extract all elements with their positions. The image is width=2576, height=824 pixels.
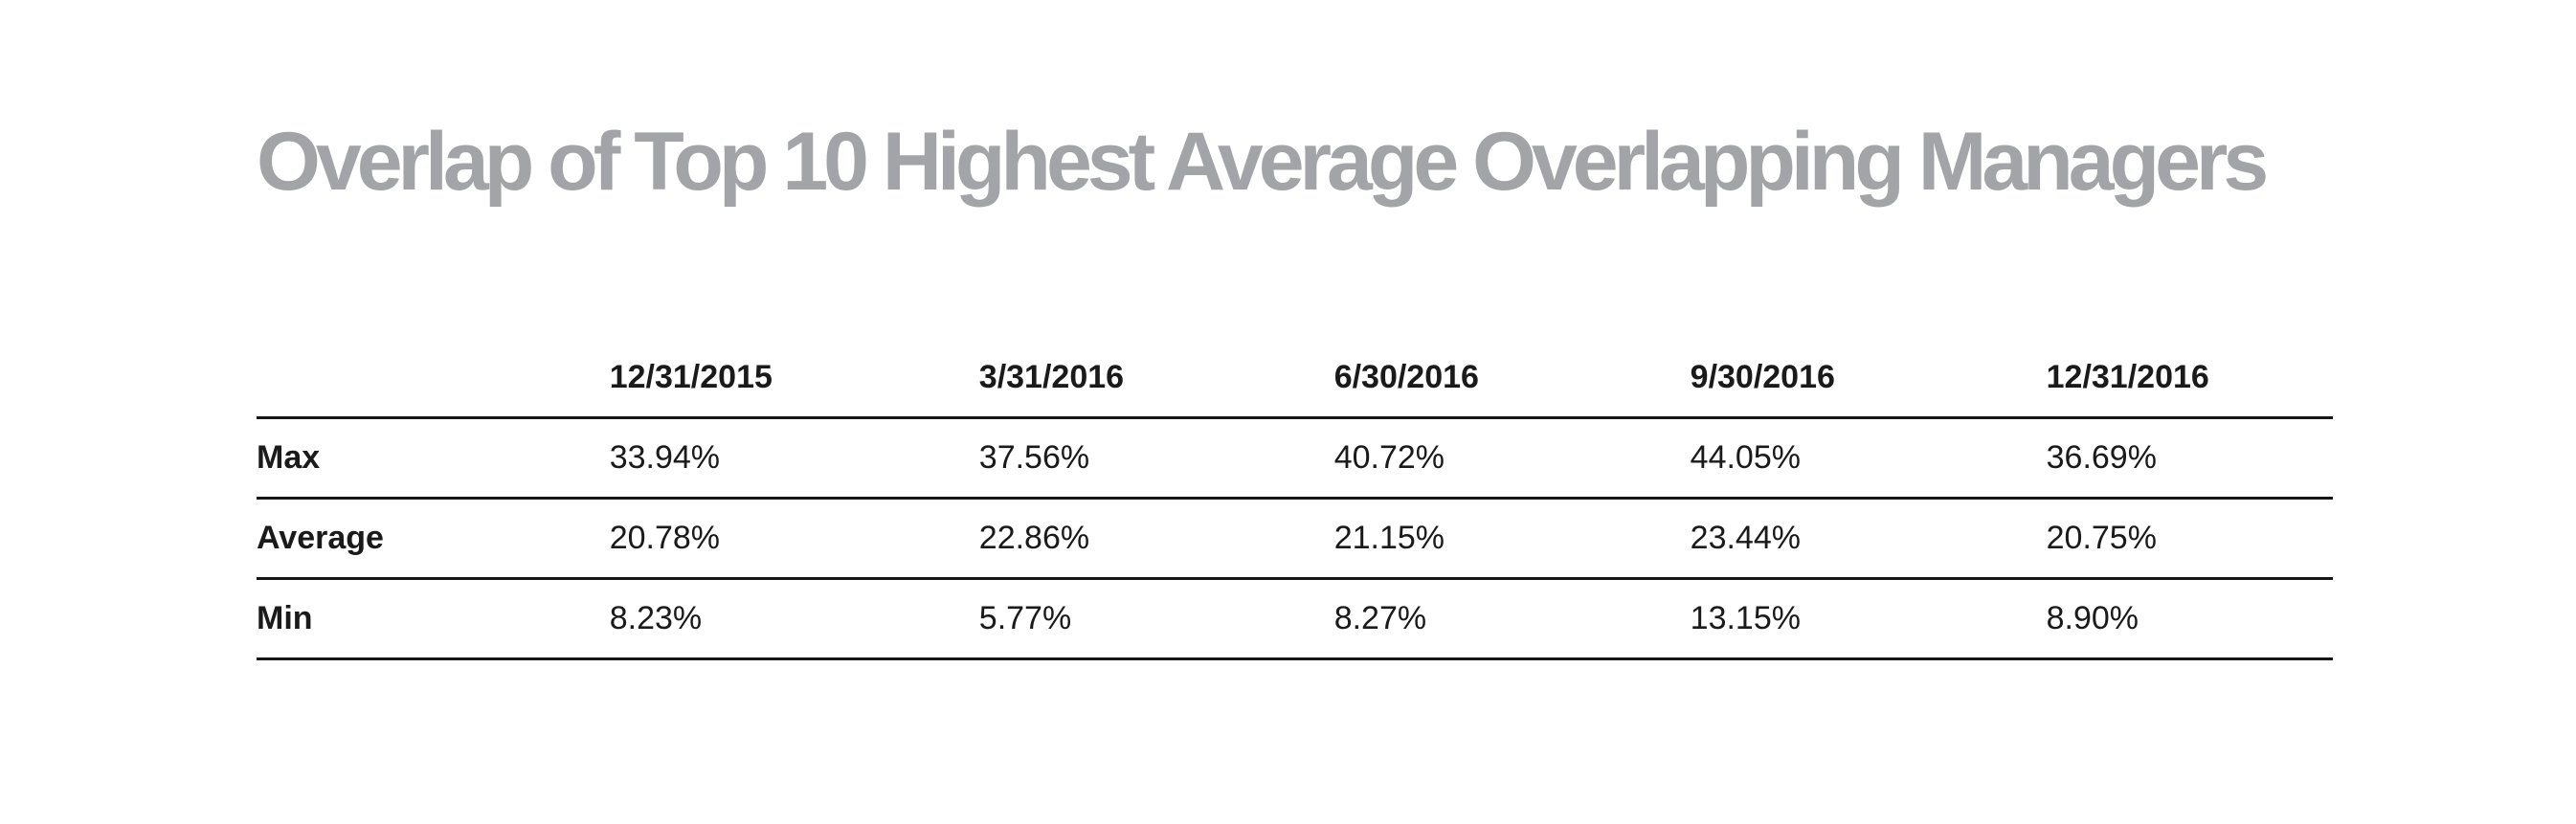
row-label-average: Average [257,498,610,580]
header-date-12-31-2015: 12/31/2015 [609,339,979,419]
table-header-row: 12/31/2015 3/31/2016 6/30/2016 9/30/2016… [257,339,2333,419]
cell-value: 13.15% [1690,578,2047,660]
cell-value: 8.90% [2046,578,2333,660]
cell-value: 37.56% [978,417,1334,500]
row-label-min: Min [257,578,610,660]
header-date-6-30-2016: 6/30/2016 [1333,339,1691,419]
cell-value: 40.72% [1333,417,1691,500]
cell-value: 21.15% [1333,498,1691,580]
cell-value: 20.75% [2046,498,2333,580]
header-date-12-31-2016: 12/31/2016 [2046,339,2333,419]
cell-value: 8.27% [1333,578,1691,660]
overlap-stats-table: 12/31/2015 3/31/2016 6/30/2016 9/30/2016… [257,339,2333,660]
header-date-9-30-2016: 9/30/2016 [1690,339,2047,419]
cell-value: 36.69% [2046,417,2333,500]
table-row-average: Average 20.78% 22.86% 21.15% 23.44% 20.7… [257,498,2333,580]
page-title: Overlap of Top 10 Highest Average Overla… [257,116,2269,208]
cell-value: 44.05% [1690,417,2047,500]
cell-value: 22.86% [978,498,1334,580]
table-row-min: Min 8.23% 5.77% 8.27% 13.15% 8.90% [257,578,2333,660]
table-row-max: Max 33.94% 37.56% 40.72% 44.05% 36.69% [257,417,2333,500]
cell-value: 20.78% [609,498,979,580]
header-date-3-31-2016: 3/31/2016 [978,339,1334,419]
row-label-max: Max [257,417,610,500]
header-empty-cell [257,339,610,419]
cell-value: 23.44% [1690,498,2047,580]
cell-value: 8.23% [609,578,979,660]
cell-value: 5.77% [978,578,1334,660]
cell-value: 33.94% [609,417,979,500]
